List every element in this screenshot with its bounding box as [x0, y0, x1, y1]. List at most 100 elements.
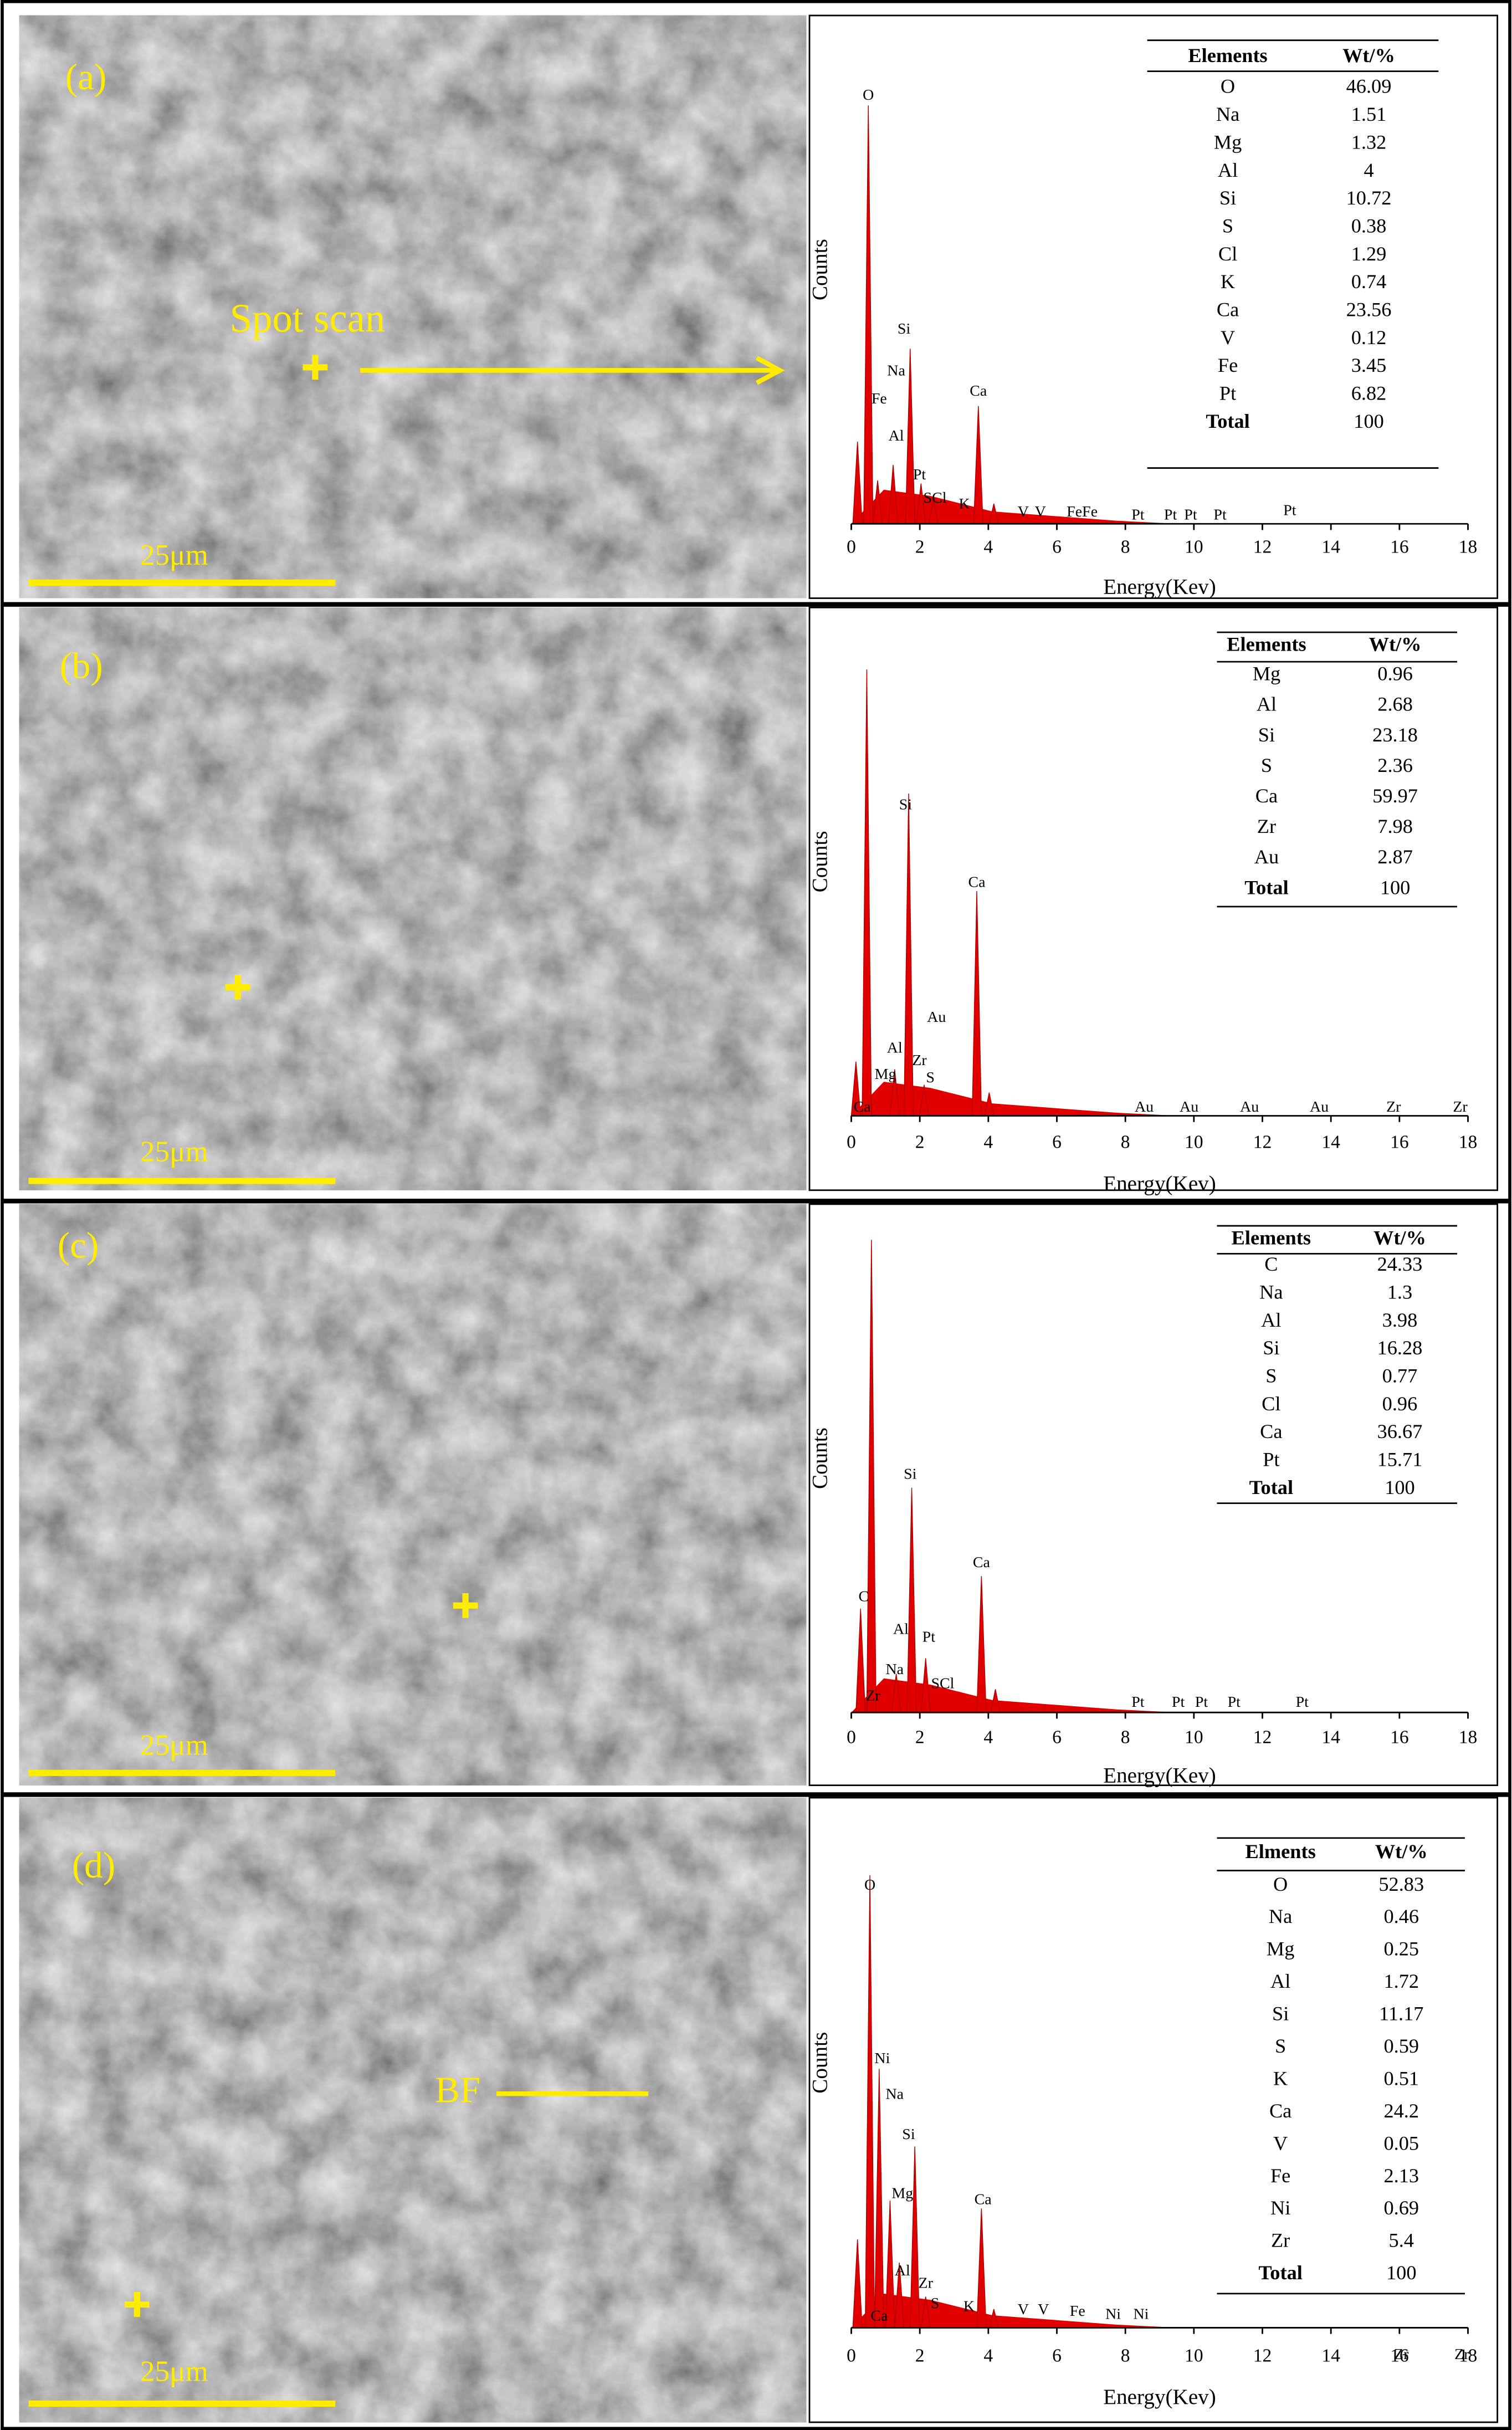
peak-label: Pt [1283, 502, 1296, 519]
table-cell: S [1265, 1364, 1277, 1387]
x-tick-label: 0 [847, 1727, 856, 1747]
peak-label: Mg [891, 2185, 913, 2202]
table-cell: Fe [1270, 2165, 1290, 2187]
x-tick-label: 0 [847, 2345, 856, 2366]
table-cell: Mg [1267, 1938, 1295, 1960]
table-cell: Al [1270, 1970, 1290, 1992]
x-tick-label: 0 [847, 537, 856, 557]
peak-label: Si [898, 320, 911, 337]
table-header: Elements [1232, 1227, 1311, 1249]
table-cell: 3.45 [1351, 354, 1387, 376]
table-cell: V [1221, 326, 1235, 349]
table-cell: 24.2 [1383, 2100, 1419, 2122]
peak-label: Ca [973, 1554, 991, 1571]
y-axis-label: Counts [808, 831, 832, 892]
spot-marker [303, 355, 328, 380]
x-tick-label: 6 [1052, 2345, 1062, 2366]
table-cell: 23.18 [1372, 724, 1418, 746]
peak-label: S [931, 2295, 940, 2312]
x-tick-label: 12 [1253, 537, 1272, 557]
peak-label: Pt [913, 466, 926, 483]
peak-label: Au [1310, 1098, 1329, 1116]
peak-label: V [1035, 503, 1046, 520]
table-cell: K [1273, 2067, 1288, 2089]
x-tick-label: 12 [1253, 2345, 1272, 2366]
x-tick-label: 12 [1253, 1727, 1272, 1747]
peak-label: Ca [968, 873, 986, 891]
table-cell: 100 [1380, 876, 1411, 898]
peak-label: Si [904, 1466, 917, 1483]
x-tick-label: 8 [1121, 537, 1130, 557]
table-header: Wt/% [1342, 44, 1395, 66]
table-cell: 0.77 [1382, 1364, 1418, 1387]
table-cell: Au [1254, 846, 1279, 868]
x-axis-label: Energy(Kev) [1103, 1171, 1216, 1195]
peak-label: Na [885, 2085, 904, 2102]
peak-label: Ni [1133, 2305, 1149, 2322]
table-cell: 2.36 [1377, 754, 1413, 776]
x-tick-label: 8 [1121, 2345, 1130, 2366]
table-cell: 5.4 [1389, 2229, 1414, 2252]
peak-label: Si [902, 2126, 915, 2143]
table-cell: 0.38 [1351, 214, 1387, 237]
table-cell: 10.72 [1346, 187, 1392, 209]
spot-marker [124, 2292, 150, 2317]
x-tick-label: 16 [1390, 537, 1409, 557]
table-cell: Cl [1218, 243, 1237, 265]
peak-label: Zr [1394, 2346, 1409, 2363]
x-tick-label: 18 [1459, 1132, 1478, 1153]
sem-image [19, 1798, 807, 2423]
spectrum-background [851, 1081, 1178, 1116]
table-cell: Total [1258, 2262, 1302, 2284]
table-cell: O [1273, 1873, 1288, 1895]
table-header: Wt/% [1369, 633, 1422, 656]
peak-label: K [959, 495, 970, 513]
panel-label: (c) [58, 1224, 99, 1266]
peak-label: O [864, 1876, 875, 1894]
table-cell: Fe [1218, 354, 1238, 376]
table-cell: 0.25 [1383, 1938, 1419, 1960]
peak-label: Si [899, 796, 913, 814]
table-cell: C [1264, 1253, 1278, 1275]
peak-label: Zr [1454, 2346, 1469, 2363]
table-cell: Al [1257, 693, 1277, 715]
table-cell: Al [1261, 1309, 1281, 1331]
table-cell: 1.51 [1351, 103, 1387, 125]
x-tick-label: 2 [915, 537, 925, 557]
spot-marker [453, 1593, 478, 1618]
peak-label: Al [893, 1620, 909, 1638]
table-cell: 2.68 [1377, 693, 1413, 715]
peak-label: Al [889, 427, 904, 444]
peak-label: S [926, 1069, 935, 1086]
peak-label: Au [1240, 1098, 1259, 1116]
table-cell: 0.05 [1383, 2132, 1419, 2154]
x-axis-label: Energy(Kev) [1103, 2385, 1216, 2409]
peak-label: Pt [1131, 1694, 1145, 1711]
sem-image [19, 15, 807, 598]
peak-label: SCl [931, 1675, 955, 1692]
peak-label: Pt [1131, 507, 1145, 524]
x-axis-label: Energy(Kev) [1103, 1764, 1216, 1788]
table-cell: 46.09 [1346, 75, 1392, 98]
table-header: Wt/% [1375, 1840, 1428, 1863]
peak-label: Fe [872, 390, 887, 407]
table-cell: S [1275, 2035, 1286, 2057]
peak-label: Zr [865, 1687, 880, 1705]
scale-bar-label: 25μm [140, 1730, 208, 1762]
x-tick-label: 16 [1390, 2345, 1409, 2366]
table-cell: 0.46 [1383, 1905, 1419, 1927]
table-cell: 0.12 [1351, 326, 1387, 349]
peak-label: Ni [1105, 2305, 1121, 2322]
peak-label: Zr [919, 2275, 934, 2292]
table-cell: 1.72 [1383, 1970, 1419, 1992]
spectrum-background [851, 2293, 1178, 2328]
table-header: Elments [1246, 1840, 1316, 1863]
table-cell: 1.29 [1351, 243, 1387, 265]
table-cell: Ca [1269, 2100, 1291, 2122]
peak-label: Pt [1195, 1694, 1208, 1711]
table-cell: 4 [1364, 159, 1373, 181]
panel-label: (b) [59, 645, 102, 687]
peak-label: Mg [875, 1066, 896, 1083]
table-cell: Si [1272, 2003, 1289, 2025]
